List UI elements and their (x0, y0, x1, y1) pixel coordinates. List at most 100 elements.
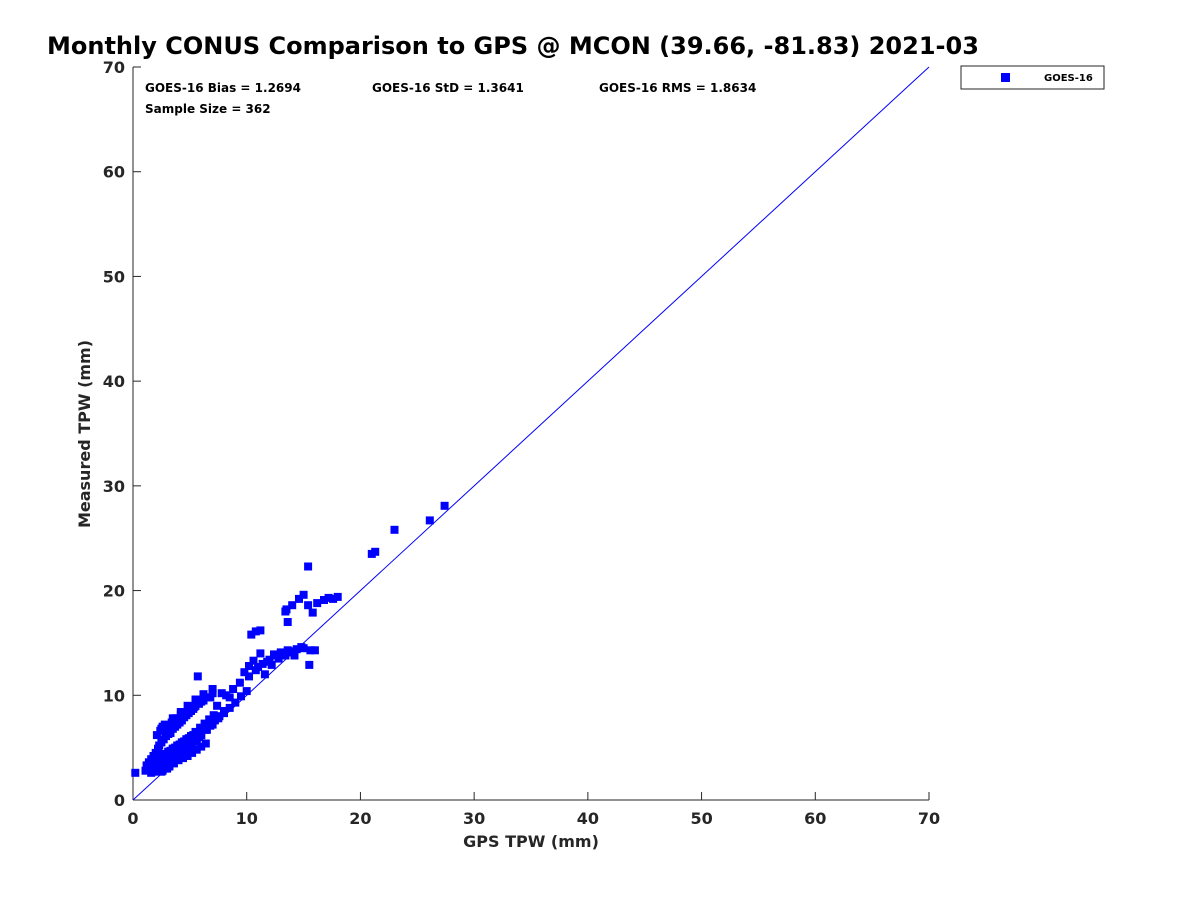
data-point (256, 626, 265, 635)
data-point (305, 660, 314, 669)
data-point (162, 721, 170, 730)
data-point (197, 731, 206, 740)
x-tick-label: 20 (349, 809, 371, 828)
data-point (299, 590, 308, 599)
data-point (177, 738, 186, 747)
stat-rms: GOES-16 RMS = 1.8634 (599, 81, 756, 95)
data-point (237, 692, 245, 701)
data-point (283, 646, 292, 655)
data-point (151, 765, 160, 774)
data-point (181, 710, 190, 719)
data-point (440, 501, 449, 510)
data-point (324, 593, 333, 602)
data-point (281, 651, 290, 660)
data-point (191, 737, 200, 746)
data-point (217, 689, 226, 698)
data-point (205, 715, 214, 724)
data-point (150, 757, 159, 766)
data-point (157, 724, 166, 733)
data-point (165, 761, 174, 770)
y-tick-label: 40 (103, 372, 125, 391)
data-point (249, 656, 258, 665)
data-point (179, 754, 187, 763)
data-point (242, 687, 251, 696)
data-point (220, 709, 228, 718)
chart-title: Monthly CONUS Comparison to GPS @ MCON (… (47, 32, 979, 60)
data-point (183, 752, 192, 760)
data-point (263, 657, 272, 666)
stat-sample-size: Sample Size = 362 (145, 102, 271, 116)
x-tick-label: 40 (577, 809, 599, 828)
data-point (306, 646, 315, 655)
data-point (176, 708, 185, 716)
x-tick-label: 10 (236, 809, 258, 828)
data-point (199, 690, 208, 699)
data-point (292, 645, 301, 654)
data-point (297, 643, 306, 652)
data-point (267, 660, 276, 669)
data-point (192, 745, 201, 754)
data-point (131, 768, 140, 777)
data-point (245, 672, 253, 681)
y-tick-label: 70 (103, 58, 125, 77)
data-point (251, 627, 260, 636)
data-point (304, 562, 313, 571)
data-point (295, 594, 303, 603)
data-point (214, 714, 223, 723)
data-point (155, 754, 164, 763)
y-tick-label: 20 (103, 582, 125, 601)
data-point (225, 703, 234, 712)
data-point (197, 742, 206, 751)
data-point (254, 663, 263, 671)
data-point (270, 650, 278, 659)
data-point (173, 741, 182, 750)
data-point (258, 659, 267, 668)
data-point (152, 731, 161, 740)
data-point (202, 725, 211, 734)
data-point (231, 698, 240, 707)
data-point (188, 702, 197, 711)
data-point (425, 516, 434, 525)
data-point (390, 525, 399, 534)
data-point (169, 759, 178, 768)
y-tick-label: 50 (103, 267, 125, 286)
data-point (276, 648, 285, 657)
data-point (256, 649, 265, 658)
data-point (193, 672, 202, 681)
data-point (283, 618, 292, 626)
stat-std: GOES-16 StD = 1.3641 (372, 81, 524, 95)
data-point (185, 742, 194, 751)
data-point (213, 701, 222, 710)
y-tick-label: 0 (114, 791, 125, 810)
data-point (245, 662, 253, 670)
y-ticks: 0 10 20 30 40 50 60 70 (103, 58, 141, 810)
y-axis-label: Measured TPW (mm) (75, 340, 94, 528)
data-point (191, 695, 200, 704)
data-point (282, 605, 291, 614)
legend-box (960, 65, 1105, 90)
x-tick-label: 30 (463, 809, 485, 828)
data-point (164, 747, 173, 756)
data-point (187, 732, 195, 741)
data-point (222, 691, 231, 700)
data-point (260, 670, 269, 679)
data-point (168, 744, 177, 753)
data-point (304, 601, 313, 610)
data-point (188, 748, 197, 757)
data-point (240, 668, 249, 677)
data-point (290, 651, 299, 660)
x-tick-label: 0 (127, 809, 138, 828)
data-point (159, 751, 168, 759)
data-point (235, 678, 244, 687)
data-point (158, 766, 167, 775)
legend-marker-goes-16 (1001, 73, 1010, 82)
y-tick-label: 10 (103, 686, 125, 705)
y-tick-label: 60 (103, 163, 125, 182)
data-point (333, 592, 342, 601)
data-point (209, 711, 218, 720)
stat-bias: GOES-16 Bias = 1.2694 (145, 81, 301, 95)
data-point (167, 718, 176, 727)
data-point (174, 756, 183, 765)
data-point (371, 547, 380, 556)
data-point (206, 693, 215, 702)
